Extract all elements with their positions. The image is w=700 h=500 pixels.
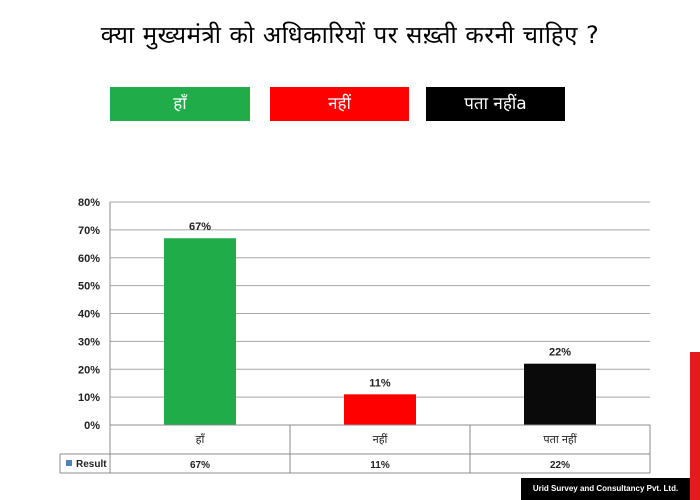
- y-tick-label: 20%: [78, 364, 100, 376]
- footer-credit: Urid Survey and Consultancy Pvt. Ltd.: [521, 478, 690, 500]
- legend-label: Result: [76, 459, 107, 470]
- data-label: 11%: [369, 377, 391, 389]
- option-yes-button[interactable]: हाँ: [110, 87, 250, 121]
- bar-2: [344, 394, 416, 425]
- y-tick-label: 50%: [78, 281, 100, 293]
- option-no-button[interactable]: नहीं: [270, 87, 409, 121]
- option-dont-know-button[interactable]: पता नहींa: [426, 87, 565, 121]
- data-label: 67%: [189, 221, 211, 233]
- table-value: 67%: [190, 460, 210, 471]
- table-value: 22%: [550, 460, 570, 471]
- y-tick-label: 60%: [78, 253, 100, 265]
- y-tick-label: 10%: [78, 392, 100, 404]
- x-tick-label: हाँ: [196, 433, 206, 446]
- data-label: 22%: [549, 347, 571, 359]
- y-tick-label: 70%: [78, 225, 100, 237]
- bar-3: [524, 363, 596, 425]
- y-tick-label: 30%: [78, 336, 100, 348]
- legend-marker: [66, 460, 72, 466]
- slide-title: क्या मुख्यमंत्री को अधिकारियों पर सख़्ती…: [100, 21, 600, 49]
- bar-1: [164, 238, 236, 425]
- side-accent-strip: [690, 352, 700, 500]
- y-tick-label: 40%: [78, 309, 100, 321]
- x-tick-label: पता नहीं: [543, 433, 576, 446]
- x-tick-label: नहीं: [373, 433, 388, 446]
- y-tick-label: 0%: [84, 420, 100, 432]
- table-value: 11%: [370, 460, 390, 471]
- y-tick-label: 80%: [78, 197, 100, 209]
